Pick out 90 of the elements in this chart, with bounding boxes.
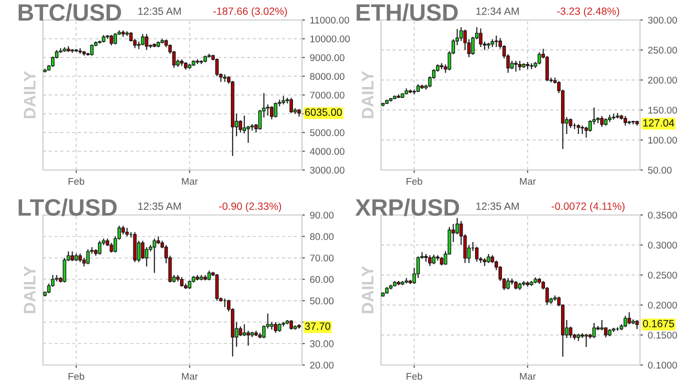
chart-title: ETH/USD xyxy=(356,4,458,22)
y-tick-label: 8000.00 xyxy=(310,72,344,80)
chart-subtitle: 12:34 AM xyxy=(476,8,519,15)
y-tick-label: 7000.00 xyxy=(310,92,344,99)
y-tick-label: 9000.00 xyxy=(310,54,344,62)
candlestick xyxy=(538,52,542,65)
chart-title: BTC/USD xyxy=(18,4,122,22)
y-tick-label: 0.3000 xyxy=(648,242,677,249)
candlestick xyxy=(628,312,631,325)
chart-title: XRP/USD xyxy=(355,198,460,216)
candlestick xyxy=(144,246,148,267)
candlestick xyxy=(624,115,628,126)
y-tick-label: 0.2000 xyxy=(648,302,677,309)
candlestick xyxy=(274,322,278,334)
candlestick xyxy=(568,326,572,339)
candlestick xyxy=(290,97,293,114)
candlestick xyxy=(494,35,498,48)
candlestick xyxy=(246,330,250,346)
x-tick-label: Mar xyxy=(520,372,536,380)
annotation: 6035.00 xyxy=(305,108,342,116)
y-tick-label: 250.00 xyxy=(648,46,677,54)
candlestick xyxy=(129,32,133,42)
y-tick-label: 60.00 xyxy=(310,276,334,283)
candlestick xyxy=(600,115,604,128)
chart-subtitle: 12:35 AM xyxy=(476,202,519,210)
candlestick xyxy=(428,254,432,267)
chart-title: LTC/USD xyxy=(18,198,117,216)
candlestick xyxy=(140,34,144,46)
candlestick xyxy=(110,34,114,46)
y-tick-label: 30.00 xyxy=(310,340,334,348)
annotation: 127.04 xyxy=(643,119,674,127)
text: -187.66 (3.02%) xyxy=(213,7,287,17)
y-tick-label: 0.1000 xyxy=(648,362,677,369)
candlestick xyxy=(180,276,184,288)
candlestick xyxy=(207,270,211,281)
y-tick-label: 3000.00 xyxy=(310,166,344,174)
y-tick-label: 5000.00 xyxy=(310,129,344,136)
y-tick-label: 90.00 xyxy=(310,212,334,219)
x-tick-label: Mar xyxy=(520,178,536,185)
candlestick xyxy=(270,106,274,120)
y-tick-label: 80.00 xyxy=(310,233,334,240)
candlestick xyxy=(98,240,102,256)
candlestick xyxy=(86,248,90,265)
x-tick-label: Feb xyxy=(406,178,422,185)
y-tick-label: 300.00 xyxy=(648,16,677,24)
candlestick xyxy=(114,32,118,45)
text: -0.0072 (4.11%) xyxy=(552,202,625,212)
candlestick xyxy=(478,28,482,48)
candlestick xyxy=(242,324,246,337)
candlestick xyxy=(592,322,596,339)
x-tick-label: Feb xyxy=(406,372,422,380)
candlestick xyxy=(152,238,156,274)
y-tick-label: 0.3500 xyxy=(648,212,677,219)
candlestick xyxy=(475,246,478,262)
x-tick-label: Mar xyxy=(182,372,198,380)
y-tick-label: 4000.00 xyxy=(310,148,344,155)
candlestick xyxy=(624,315,628,328)
candlestick xyxy=(110,242,114,254)
y-tick-label: 10000.00 xyxy=(310,35,350,42)
candlestick xyxy=(290,319,293,330)
x-tick-label: Feb xyxy=(68,178,84,185)
candlestick xyxy=(223,74,227,82)
candlestick xyxy=(459,26,463,42)
y-tick-label: 20.00 xyxy=(310,362,334,369)
candlestick xyxy=(238,326,242,337)
y-tick-label: 50.00 xyxy=(648,166,672,174)
y-tick-label: 50.00 xyxy=(310,297,334,304)
candlestick xyxy=(584,333,588,348)
candlestick xyxy=(506,277,510,290)
y-tick-label: 150.00 xyxy=(648,106,677,114)
y-tick-label: 200.00 xyxy=(648,76,677,84)
x-tick-label: Mar xyxy=(182,178,198,185)
candlestick xyxy=(90,44,94,56)
y-tick-label: 11000.00 xyxy=(310,16,350,24)
chart-subtitle: 12:35 AM xyxy=(138,8,181,15)
candlestick xyxy=(274,102,278,118)
candlestick xyxy=(144,34,148,51)
y-tick-label: 0.1500 xyxy=(648,332,677,339)
y-tick-label: 0.2500 xyxy=(648,272,677,279)
candlestick xyxy=(432,254,436,265)
chart-subtitle: 12:35 AM xyxy=(138,202,181,210)
annotation: 37.70 xyxy=(304,322,330,330)
y-tick-label: 100.00 xyxy=(648,136,677,144)
text: -0.90 (2.33%) xyxy=(219,202,282,212)
text: -3.23 (2.48%) xyxy=(557,7,620,17)
x-tick-label: Feb xyxy=(68,372,84,380)
candlestick xyxy=(70,250,74,262)
candlestick xyxy=(518,60,522,71)
annotation: 0.1675 xyxy=(642,320,674,328)
y-tick-label: 70.00 xyxy=(310,254,334,262)
